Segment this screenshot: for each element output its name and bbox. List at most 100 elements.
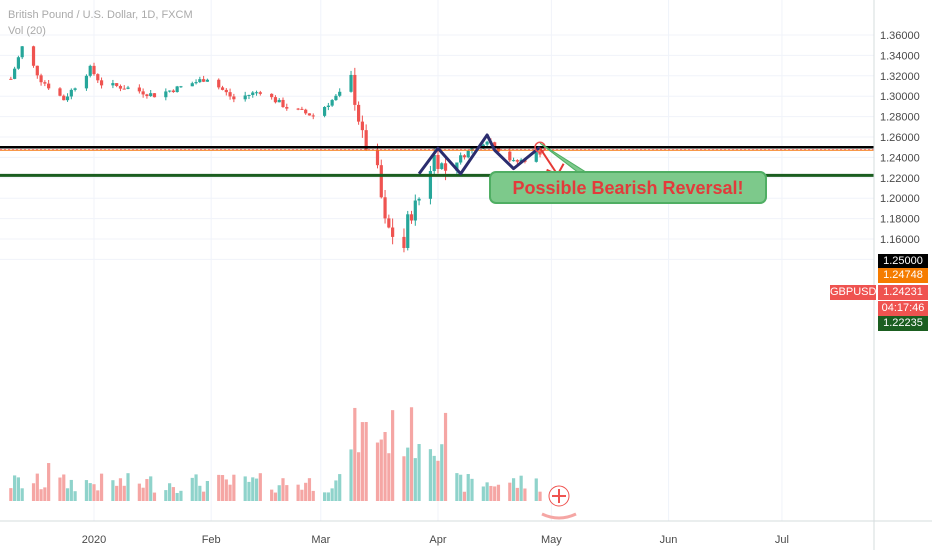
x-tick-label: Mar [311,534,330,546]
volume-bar [243,476,247,501]
volume-bar [281,478,285,501]
volume-bar [179,490,183,501]
candle-body [357,104,361,122]
volume-bar [88,483,92,501]
volume-bar [175,492,179,501]
candle-body [534,152,538,162]
volume-bar [304,482,308,501]
volume-bars [9,407,542,501]
candle-body [9,78,13,80]
last-price-tag: 1.24231 [878,285,928,300]
grid [0,0,874,521]
volume-bar [353,407,357,501]
volume-bar [73,491,77,501]
candle-body [307,113,312,116]
candle-body [459,155,463,163]
candle-body [360,121,364,131]
volume-bar [145,479,149,501]
candle-body [92,65,96,75]
volume-bar [481,486,485,501]
candle-body [281,99,285,108]
volume-bar [485,482,489,501]
candle-body [375,149,380,166]
volume-bar [466,474,470,501]
candle-body [402,236,406,248]
volume-bar [228,484,232,501]
volume-bar [84,480,89,501]
candle-body [300,108,304,110]
volume-bar [149,476,153,501]
volume-bar [459,474,463,501]
candle-body [137,87,141,92]
candle-body [247,94,251,96]
volume-bar [470,478,474,501]
x-tick-label: Jul [775,534,789,546]
candle-body [217,79,221,88]
candle-body [417,198,421,201]
volume-bar [383,432,387,501]
volume-bar [489,485,493,501]
candle-body [515,160,519,162]
volume-bar [387,453,391,501]
volume-bar [402,456,406,501]
volume-bar [137,483,141,501]
volume-bar [338,474,342,501]
volume-bar [364,422,368,501]
candle-body [409,214,414,221]
y-tick-label: 1.20000 [880,193,920,205]
candle-body [311,115,315,117]
volume-bar [538,491,542,501]
symbol-tag: GBPUSD [830,285,877,300]
candle-body [198,79,202,83]
candle-body [115,83,119,86]
volume-bar [43,487,47,501]
candle-body [432,154,436,172]
candle-body [258,92,262,94]
candle-body [485,141,489,145]
volume-bar [519,475,523,501]
x-tick-label: May [541,534,562,546]
volume-bar [122,485,126,501]
forecast-arrow-shaft [539,147,559,176]
volume-bar [126,473,130,501]
volume-bar [92,484,96,501]
candle-body [194,82,198,84]
candle-body [538,152,542,155]
volume-bar [232,474,236,501]
volume-bar [69,479,73,501]
candle-body [353,74,357,105]
volume-bar [254,478,259,501]
time-axis: 2020 Feb Mar Apr May Jun Jul [82,534,789,546]
y-tick-label: 1.16000 [880,234,920,246]
volume-bar [65,488,70,501]
volume-bar [375,442,380,501]
volume-bar [13,475,17,501]
candle-body [88,65,92,76]
volume-bar [409,407,414,501]
candle-body [270,93,274,98]
volume-bar [391,410,395,501]
volume-bar [379,439,383,501]
volume-bar [296,484,300,501]
annotation-callout[interactable]: Possible Bearish Reversal! [489,171,767,204]
volume-bar [322,492,327,501]
candle-body [387,218,391,228]
candle-body [43,82,47,84]
candle-body [428,171,433,199]
volume-bar [220,475,225,501]
volume-bar [334,480,338,501]
volume-bar [39,489,43,501]
candle-body [220,87,225,90]
candle-body [47,83,51,89]
volume-bar [258,473,262,501]
volume-bar [58,477,62,501]
candle-body [413,200,417,221]
candle-body [111,83,115,86]
candle-body [443,163,448,171]
volume-bar [141,487,145,501]
y-tick-label: 1.32000 [880,71,920,83]
candle-body [73,88,77,90]
candle-body [126,87,130,89]
